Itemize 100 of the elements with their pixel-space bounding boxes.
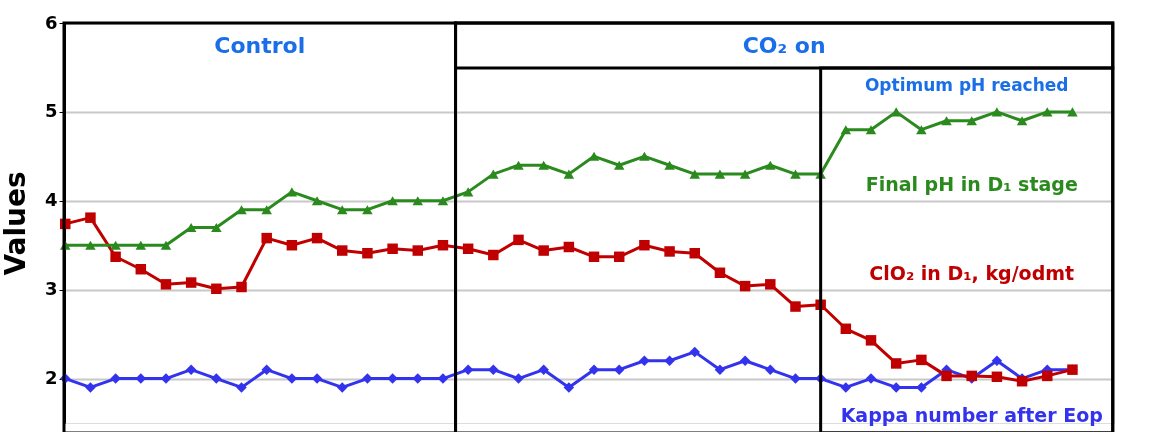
point <box>613 251 625 263</box>
point <box>1042 107 1053 117</box>
point <box>840 323 852 335</box>
point <box>1042 370 1053 382</box>
point <box>236 205 247 215</box>
point <box>639 355 650 367</box>
point <box>941 370 952 382</box>
point <box>689 169 700 179</box>
point <box>211 222 222 232</box>
point <box>538 245 549 256</box>
point <box>941 116 952 126</box>
point <box>488 169 499 179</box>
point <box>236 382 247 393</box>
point <box>664 355 675 367</box>
point <box>412 245 424 256</box>
text: ClO₂ in D₁, kg/odmt <box>869 261 1075 284</box>
point <box>185 364 197 375</box>
point <box>588 251 600 263</box>
point <box>538 160 549 170</box>
point <box>437 239 449 251</box>
point <box>916 382 927 393</box>
point <box>160 240 172 250</box>
point <box>890 358 902 369</box>
point <box>916 125 927 135</box>
point <box>362 205 373 215</box>
point <box>765 160 776 170</box>
point <box>865 125 877 135</box>
point <box>236 281 247 293</box>
point <box>991 107 1003 117</box>
point <box>462 243 474 255</box>
point <box>513 160 524 170</box>
point <box>790 373 801 384</box>
point <box>110 251 121 263</box>
point <box>991 371 1003 383</box>
point <box>689 346 700 358</box>
annotation: Control <box>214 33 306 58</box>
y-tick-label: 3 <box>44 278 58 300</box>
point <box>714 169 726 179</box>
point <box>563 169 575 179</box>
point <box>890 107 902 117</box>
annotation: Optimum pH reached <box>864 75 1069 95</box>
point <box>185 277 197 288</box>
point <box>966 116 977 126</box>
text: Final pH in D₁ stage <box>865 172 1078 195</box>
point <box>85 382 96 393</box>
point <box>1067 107 1078 117</box>
point <box>261 205 272 215</box>
point <box>336 245 348 256</box>
point <box>513 234 524 246</box>
point <box>336 382 348 393</box>
point <box>437 196 449 206</box>
point <box>714 364 726 375</box>
point <box>311 196 323 206</box>
point <box>110 240 121 250</box>
point <box>714 267 726 279</box>
y-tick-label: 2 <box>44 367 58 389</box>
point <box>211 373 222 384</box>
series-label: Kappa number after Eop <box>840 403 1103 426</box>
point <box>362 247 373 259</box>
point <box>85 212 96 223</box>
point <box>840 125 852 135</box>
point <box>160 279 172 290</box>
point <box>488 364 499 375</box>
point <box>790 169 801 179</box>
point <box>211 283 222 295</box>
point <box>513 373 524 384</box>
point <box>261 364 272 375</box>
point <box>261 232 272 244</box>
point <box>311 232 323 244</box>
point <box>85 240 96 250</box>
point <box>639 239 650 251</box>
y-axis-title: Values <box>0 171 32 276</box>
point <box>664 246 675 257</box>
y-tick-label: 4 <box>44 189 58 211</box>
point <box>286 187 298 197</box>
point <box>135 263 147 275</box>
point <box>462 364 474 375</box>
point <box>613 160 625 170</box>
point <box>916 354 927 366</box>
point <box>689 247 700 259</box>
point <box>387 196 398 206</box>
point <box>739 169 751 179</box>
point <box>765 364 776 375</box>
point <box>765 279 776 290</box>
point <box>865 373 877 384</box>
point <box>336 205 348 215</box>
point <box>563 382 575 393</box>
point <box>840 382 852 393</box>
point <box>488 249 499 261</box>
point <box>286 239 298 251</box>
point <box>135 240 147 250</box>
point <box>639 151 650 161</box>
point <box>387 243 398 255</box>
point <box>462 187 474 197</box>
point <box>563 241 575 253</box>
point <box>865 335 877 346</box>
point <box>412 196 424 206</box>
annotation: CO₂ on <box>742 33 826 58</box>
point <box>739 355 751 367</box>
y-tick-label: 6 <box>44 11 58 33</box>
